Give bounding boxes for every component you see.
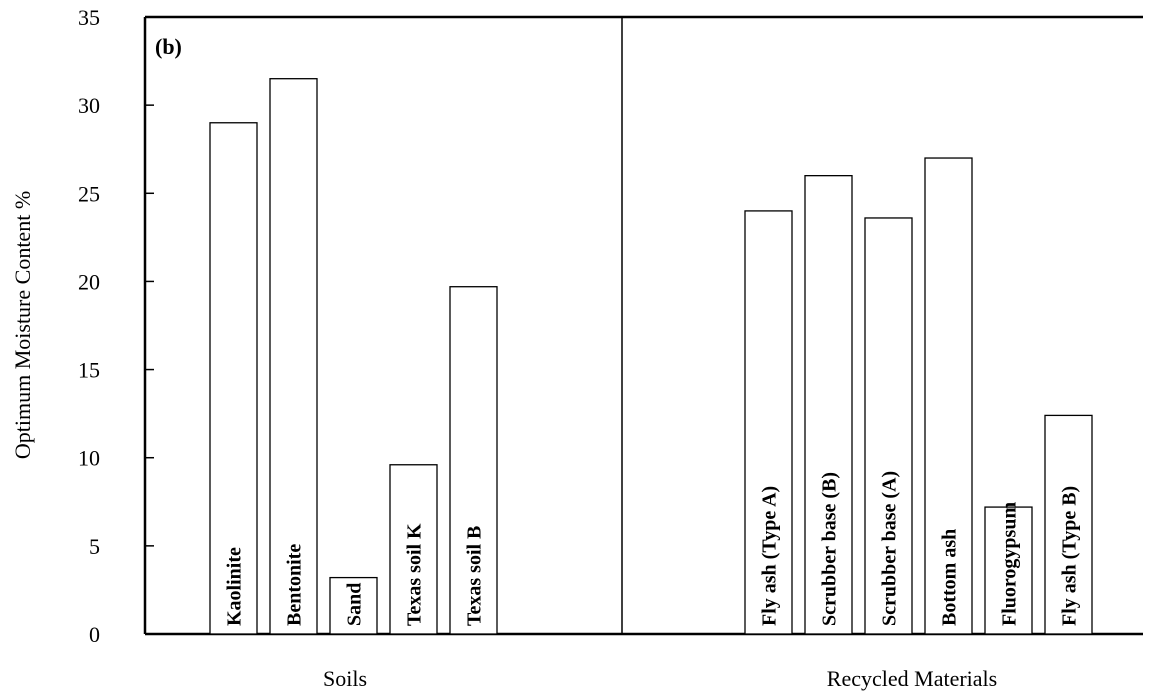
bar-label: Fluorogypsum	[999, 502, 1021, 626]
y-tick-label: 15	[78, 358, 100, 383]
bar-label: Texas soil K	[404, 523, 426, 626]
group-label: Recycled Materials	[827, 666, 997, 691]
bar-label: Sand	[344, 583, 366, 626]
bar-label: Fly ash (Type A)	[759, 486, 781, 626]
bar-label: Scrubber base (B)	[819, 472, 841, 626]
panel-label: (b)	[155, 34, 182, 59]
y-axis-label: Optimum Moisture Content %	[10, 191, 35, 459]
bar-label: Bentonite	[284, 544, 306, 626]
y-tick-label: 35	[78, 5, 100, 30]
group-label: Soils	[323, 666, 367, 691]
y-tick-label: 0	[89, 622, 100, 647]
y-tick-label: 30	[78, 93, 100, 118]
y-tick-label: 25	[78, 181, 100, 206]
y-tick-label: 20	[78, 269, 100, 294]
bar-label: Kaolinite	[224, 547, 246, 626]
bar-label: Bottom ash	[939, 529, 961, 626]
bar-label: Fly ash (Type B)	[1059, 486, 1081, 626]
bars-layer: Kaolinite Bentonite Sand Texas soil K Texas …	[210, 79, 1092, 634]
y-tick-label: 10	[78, 446, 100, 471]
bar-label: Scrubber base (A)	[879, 471, 901, 626]
y-tick-label: 5	[89, 534, 100, 559]
bar-label: Texas soil B	[464, 526, 486, 626]
